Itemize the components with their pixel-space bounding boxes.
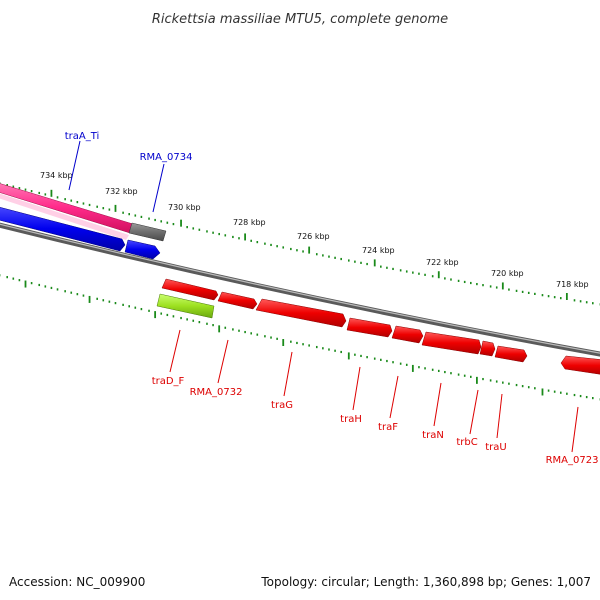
genome-backbone-highlight <box>0 223 600 354</box>
callout-line <box>389 375 399 419</box>
gene-traU[interactable] <box>494 345 528 363</box>
gene-RMA_0734[interactable] <box>128 222 167 242</box>
callout-line <box>217 339 229 384</box>
accession-text: Accession: NC_009900 <box>9 575 145 589</box>
gene-label-traF[interactable]: traF <box>378 422 398 433</box>
gene-label-traG[interactable]: traG <box>271 400 293 411</box>
kbp-label: 718 kbp <box>556 280 589 289</box>
lower-gene-labels: traD_F RMA_0732 traG traH traF traN trbC… <box>152 329 599 466</box>
gene-blue-upper-2[interactable] <box>124 239 161 260</box>
callout-line <box>283 351 293 397</box>
gene-label-traA_Ti[interactable]: traA_Ti <box>65 131 100 142</box>
upper-strand-genes <box>0 183 167 260</box>
kbp-label: 726 kbp <box>297 232 330 241</box>
gene-label-traD_F[interactable]: traD_F <box>152 376 185 387</box>
gene-label-traH[interactable]: traH <box>340 414 362 425</box>
gene-label-traU[interactable]: traU <box>485 442 506 453</box>
genome-backbone <box>0 222 600 357</box>
callout-line <box>352 366 361 411</box>
kbp-label: 720 kbp <box>491 269 524 278</box>
kbp-label: 734 kbp <box>40 171 73 180</box>
kbp-label: 730 kbp <box>168 203 201 212</box>
kbp-label: 724 kbp <box>362 246 395 255</box>
kbp-scale-labels: 734 kbp 732 kbp 730 kbp 728 kbp 726 kbp … <box>40 171 589 289</box>
gene-label-traN[interactable]: traN <box>422 430 444 441</box>
callout-line <box>152 163 165 213</box>
genome-summary-text: Topology: circular; Length: 1,360,898 bp… <box>260 575 591 589</box>
kbp-label: 722 kbp <box>426 258 459 267</box>
callout-line <box>571 406 579 453</box>
callout-line <box>433 382 442 427</box>
gene-blue-upper-1[interactable] <box>0 206 126 252</box>
gene-label-trbC[interactable]: trbC <box>456 437 477 448</box>
kbp-label: 728 kbp <box>233 218 266 227</box>
gene-RMA_0723[interactable] <box>560 355 600 375</box>
gene-traG[interactable] <box>255 298 347 328</box>
gene-trbC[interactable] <box>479 340 496 357</box>
gene-traD_F[interactable] <box>161 278 219 301</box>
lower-tick-row <box>0 274 600 401</box>
gene-label-RMA_0732[interactable]: RMA_0732 <box>190 387 243 398</box>
gene-label-RMA_0734[interactable]: RMA_0734 <box>140 152 193 163</box>
gene-traA_Ti-shadow <box>0 193 129 240</box>
gene-RMA_0732[interactable] <box>217 291 258 310</box>
callout-line <box>496 393 503 439</box>
gene-traH[interactable] <box>346 317 393 338</box>
map-title: Rickettsia massiliae MTU5, complete geno… <box>152 12 448 27</box>
lower-strand-genes <box>156 278 600 375</box>
gene-traF[interactable] <box>391 325 424 344</box>
gene-green-lower[interactable] <box>156 293 215 319</box>
upper-tick-row <box>0 182 600 306</box>
upper-gene-labels: traA_Ti RMA_0734 <box>65 131 193 213</box>
callout-line <box>68 140 81 191</box>
callout-line <box>469 389 479 435</box>
callout-line <box>169 329 181 373</box>
gene-traN[interactable] <box>421 331 482 355</box>
kbp-label: 732 kbp <box>105 187 138 196</box>
gene-label-RMA_0723[interactable]: RMA_0723 <box>546 455 599 466</box>
